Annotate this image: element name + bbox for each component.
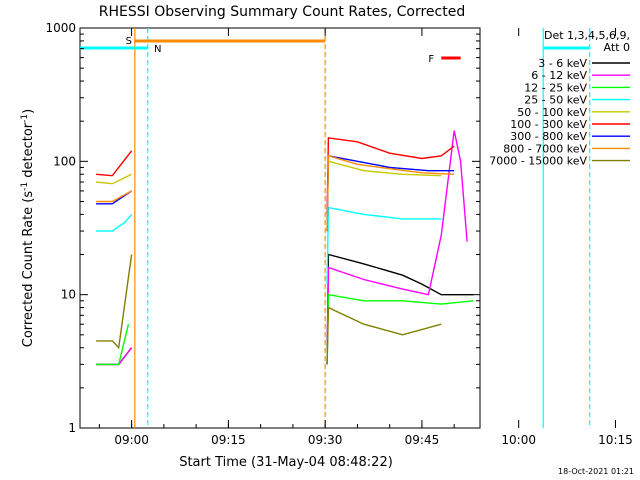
series-line-3-0 bbox=[96, 213, 133, 232]
timestamp: 18-Oct-2021 01:21 bbox=[558, 467, 634, 476]
series-line-7-1 bbox=[326, 154, 455, 232]
x-tick-label-0: 09:00 bbox=[114, 433, 149, 447]
series-line-1-0 bbox=[96, 347, 133, 366]
legend-label-2: 12 - 25 keV bbox=[524, 81, 587, 94]
series-line-7-0 bbox=[96, 190, 132, 203]
series-line-0-0 bbox=[96, 347, 133, 366]
mode-bar-label-3: F bbox=[428, 54, 434, 65]
legend-label-1: 6 - 12 keV bbox=[531, 69, 587, 82]
series-line-4-0 bbox=[96, 173, 132, 185]
plot-area-frame bbox=[79, 27, 481, 429]
series-line-3-1 bbox=[326, 206, 442, 285]
axis-ticks: 09:00 09:15 09:30 09:45 10:00 10:15 1 10 100 1000 bbox=[45, 21, 632, 447]
legend-label-3: 25 - 50 keV bbox=[524, 94, 587, 107]
x-tick-label-5: 10:15 bbox=[598, 433, 633, 447]
y-axis-label: Corrected Count Rate (s-1 detector-1) bbox=[20, 109, 36, 347]
legend-title-2: Att 0 bbox=[604, 41, 630, 54]
mode-bars: S N F bbox=[80, 36, 590, 65]
y-axis-label-mid: detector bbox=[21, 122, 36, 182]
series-line-6-1 bbox=[326, 154, 455, 232]
y-tick-label-3: 1000 bbox=[45, 21, 76, 35]
series-line-5-1 bbox=[326, 137, 455, 215]
series-line-2-1 bbox=[326, 293, 474, 365]
time-markers bbox=[134, 28, 591, 428]
mode-bar-label-1: N bbox=[154, 44, 161, 55]
mode-bar-label-0: S bbox=[126, 36, 132, 47]
legend-label-0: 3 - 6 keV bbox=[538, 57, 587, 70]
series-line-4-1 bbox=[326, 160, 442, 232]
legend-label-5: 100 - 300 keV bbox=[510, 118, 587, 131]
x-tick-label-3: 09:45 bbox=[405, 433, 440, 447]
y-axis-label-sup1: -1 bbox=[20, 182, 30, 191]
series-line-2-0 bbox=[96, 324, 130, 366]
y-axis-label-sup2: -1 bbox=[20, 114, 30, 123]
legend-label-4: 50 - 100 keV bbox=[517, 106, 587, 119]
legend-label-8: 7000 - 15000 keV bbox=[489, 155, 587, 168]
series-line-1-1 bbox=[326, 130, 468, 365]
series-line-8-0 bbox=[96, 254, 133, 350]
y-axis-label-main: Corrected Count Rate (s bbox=[21, 191, 36, 348]
series-line-5-0 bbox=[96, 150, 133, 177]
series-line-8-1 bbox=[326, 306, 442, 365]
legend-label-7: 800 - 7000 keV bbox=[503, 142, 587, 155]
x-tick-label-2: 09:30 bbox=[308, 433, 343, 447]
chart-title: RHESSI Observing Summary Count Rates, Co… bbox=[99, 4, 465, 20]
legend-label-6: 300 - 800 keV bbox=[510, 130, 587, 143]
x-axis-label: Start Time (31-May-04 08:48:22) bbox=[179, 455, 393, 470]
y-tick-label-0: 1 bbox=[68, 421, 76, 435]
legend-title-1: Det 1,3,4,5,6,9, bbox=[544, 29, 630, 42]
series-lines bbox=[96, 130, 474, 366]
y-axis-label-end: ) bbox=[21, 109, 36, 114]
y-tick-label-2: 100 bbox=[53, 154, 76, 168]
y-tick-label-1: 10 bbox=[61, 288, 76, 302]
x-tick-label-1: 09:15 bbox=[211, 433, 246, 447]
x-tick-label-4: 10:00 bbox=[501, 433, 536, 447]
series-line-0-1 bbox=[326, 253, 474, 365]
